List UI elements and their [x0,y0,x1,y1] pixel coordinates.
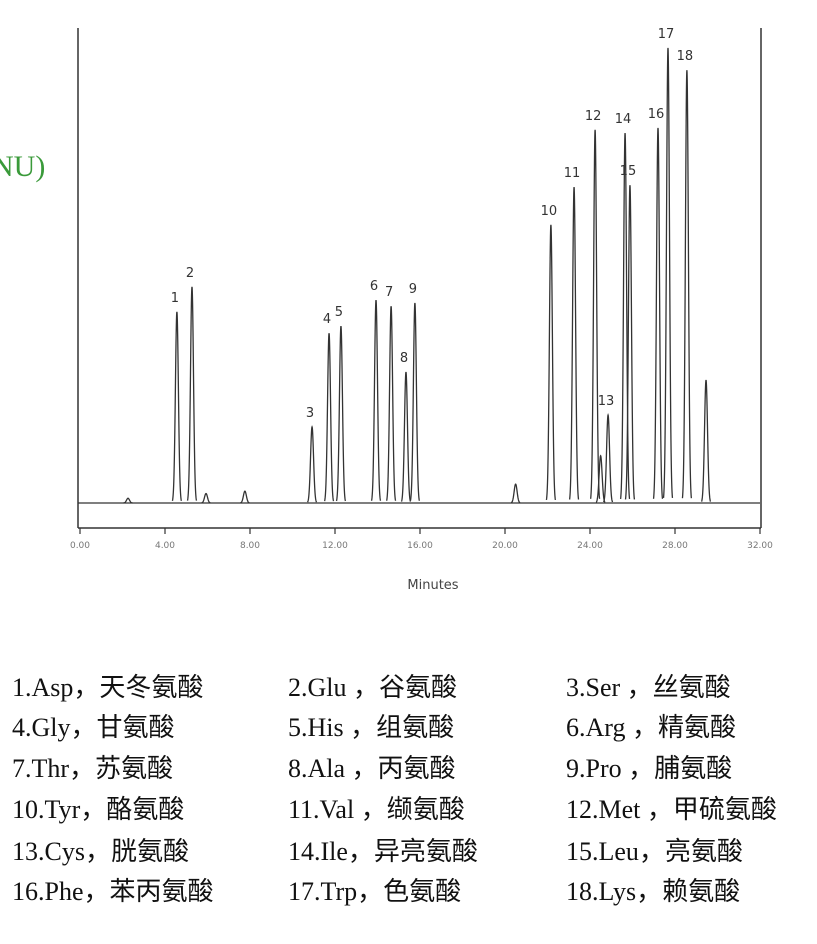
peak-label: 12 [585,109,602,124]
x-tick-label: 20.00 [492,541,518,551]
y-axis-label: NU) [0,150,45,183]
legend-item: 17.Trp，色氨酸 [288,877,461,906]
peak [323,333,335,502]
peak [123,497,133,504]
peak [700,379,712,502]
peak-label: 4 [323,312,331,327]
legend-item: 7.Thr，苏氨酸 [12,754,173,783]
peak [400,371,412,502]
peak [186,286,198,501]
peak-label: 11 [564,166,581,181]
peak-label: 10 [541,204,558,219]
legend-item: 10.Tyr，酪氨酸 [12,795,184,824]
legend-item: 6.Arg ，精氨酸 [566,713,736,742]
peak-label: 14 [615,112,632,127]
peak-label: 17 [658,27,675,42]
x-tick-label: 12.00 [322,541,348,551]
peak [568,186,580,500]
peak [386,306,397,501]
peak [619,133,631,499]
peak [652,127,664,499]
x-tick-label: 4.00 [155,541,175,551]
peak-label: 16 [648,107,665,122]
peak-label: 3 [306,406,314,421]
x-tick-label: 24.00 [577,541,603,551]
peak [681,70,693,499]
legend-item: 13.Cys，胱氨酸 [12,837,189,866]
legend-item: 8.Ala ，丙氨酸 [288,754,456,783]
x-tick-label: 0.00 [70,541,90,551]
peak [624,185,636,500]
legend-item: 4.Gly，甘氨酸 [12,713,175,742]
legend-item: 5.His ，组氨酸 [288,713,454,742]
legend-item: 2.Glu ，谷氨酸 [288,673,457,702]
peak-label: 15 [620,164,637,179]
legend-item: 15.Leu，亮氨酸 [566,837,743,866]
x-tick-label: 28.00 [662,541,688,551]
legend-item: 3.Ser ，丝氨酸 [566,673,731,702]
legend-item: 14.Ile，异亮氨酸 [288,837,478,866]
legend-item: 1.Asp，天冬氨酸 [12,673,203,702]
legend-item: 9.Pro ，脯氨酸 [566,754,732,783]
peak [240,490,250,504]
peak-label: 1 [171,291,179,306]
legend-item: 16.Phe，苯丙氨酸 [12,877,214,906]
peak-label: 2 [186,266,194,281]
peak-label: 18 [677,49,694,64]
peak [595,454,606,503]
peak-label: 9 [409,282,417,297]
peak [589,129,601,499]
peak [307,425,318,503]
peak [370,299,382,501]
x-tick-label: 32.00 [747,541,773,551]
peak-label: 13 [598,394,615,409]
peak [662,47,674,499]
peak [409,302,420,501]
peak [510,483,521,504]
x-axis-label: Minutes [407,578,458,593]
legend-item: 11.Val ，缬氨酸 [288,795,465,824]
peak [171,311,182,502]
peak [603,413,614,503]
peak [545,224,557,501]
peak-label: 8 [400,351,408,366]
peak-label: 7 [385,285,393,300]
legend-item: 18.Lys，赖氨酸 [566,877,740,906]
peak [201,492,211,504]
peak [335,325,347,502]
legend-item: 12.Met ，甲硫氨酸 [566,795,777,824]
peak-label: 6 [370,279,378,294]
peak-label: 5 [335,305,343,320]
x-tick-label: 16.00 [407,541,433,551]
x-tick-label: 8.00 [240,541,260,551]
